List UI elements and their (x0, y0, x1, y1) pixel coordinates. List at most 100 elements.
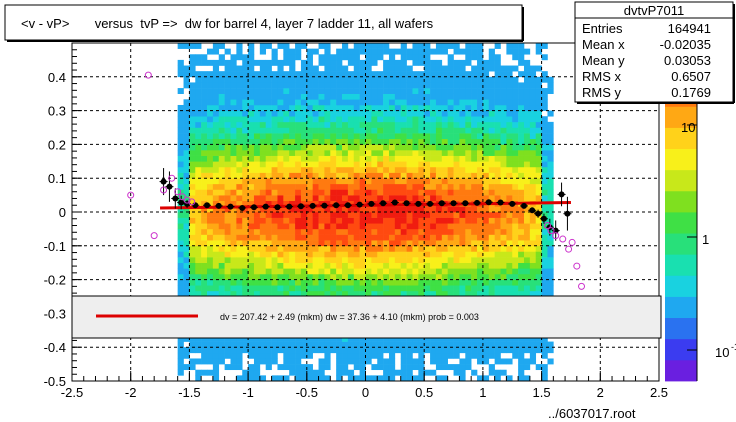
heatmap-cell (383, 268, 390, 275)
heatmap-cell (218, 212, 225, 218)
heatmap-cell (535, 279, 542, 286)
heatmap-cell (306, 48, 313, 55)
heatmap-cell (265, 144, 272, 151)
heatmap-cell (189, 262, 196, 269)
heatmap-cell (359, 110, 366, 117)
heatmap-cell (453, 71, 460, 78)
heatmap-cell (388, 71, 396, 78)
heatmap-cell (465, 138, 472, 145)
heatmap-cell (295, 285, 302, 292)
heatmap-cell (506, 110, 513, 117)
heatmap-cell (277, 285, 284, 292)
heatmap-cell (248, 212, 255, 218)
heatmap-cell (242, 369, 249, 376)
heatmap-cell (236, 48, 243, 55)
heatmap-cell (518, 228, 525, 235)
heatmap-cell (306, 217, 313, 224)
heatmap-cell (453, 166, 460, 173)
heatmap-cell (465, 228, 472, 235)
heatmap-cell (459, 88, 466, 94)
heatmap-cell (371, 59, 378, 66)
heatmap-cell (518, 212, 525, 218)
heatmap-cell (236, 273, 243, 280)
heatmap-cell (400, 54, 407, 61)
heatmap-cell (295, 71, 302, 78)
heatmap-cell (441, 290, 448, 297)
heatmap-cell (518, 335, 525, 342)
heatmap-cell (406, 104, 413, 111)
heatmap-cell (347, 341, 355, 348)
heatmap-cell (377, 268, 384, 275)
heatmap-cell (512, 352, 519, 359)
heatmap-cell (541, 99, 548, 106)
heatmap-cell (494, 268, 501, 275)
heatmap-cell (347, 82, 355, 89)
heatmap-cell (500, 369, 507, 376)
heatmap-cell (459, 138, 466, 145)
heatmap-cell (201, 104, 208, 111)
heatmap-cell (394, 166, 402, 173)
heatmap-cell (482, 178, 490, 185)
heatmap-cell (265, 183, 272, 190)
heatmap-cell (183, 195, 190, 202)
heatmap-cell (371, 166, 378, 173)
heatmap-cell (318, 234, 325, 241)
heatmap-cell (295, 262, 302, 269)
heatmap-cell (330, 166, 337, 173)
heatmap-cell (195, 110, 202, 117)
heatmap-cell (253, 257, 261, 263)
heatmap-cell (271, 251, 278, 258)
heatmap-cell (271, 228, 278, 235)
heatmap-cell (500, 223, 507, 230)
heatmap-cell (394, 212, 402, 218)
heatmap-cell (259, 245, 267, 252)
heatmap-cell (283, 245, 290, 252)
heatmap-cell (541, 234, 548, 241)
heatmap-cell (201, 161, 208, 168)
heatmap-cell (523, 178, 531, 185)
heatmap-cell (277, 71, 284, 78)
heatmap-cell (236, 335, 243, 342)
heatmap-cell (418, 347, 425, 354)
heatmap-cell (500, 133, 507, 140)
heatmap-cell (248, 200, 255, 207)
heatmap-cell (207, 71, 214, 78)
heatmap-cell (353, 375, 360, 381)
heatmap-cell (406, 262, 413, 269)
heatmap-cell (242, 200, 249, 207)
heatmap-cell (371, 155, 378, 162)
heatmap-cell (230, 99, 237, 106)
heatmap-cell (177, 369, 184, 376)
heatmap-cell (377, 223, 384, 230)
heatmap-cell (535, 189, 542, 196)
heatmap-cell (342, 369, 349, 376)
heatmap-cell (336, 189, 343, 196)
heatmap-cell (406, 341, 413, 348)
heatmap-cell (295, 273, 302, 280)
heatmap-cell (248, 240, 255, 247)
heatmap-cell (212, 59, 220, 66)
chart-title: <v - vP> versus tvP => dw for barrel 4, … (21, 16, 434, 31)
heatmap-cell (518, 138, 525, 145)
heatmap-cell (189, 257, 196, 263)
heatmap-cell (412, 273, 419, 280)
heatmap-cell (265, 138, 272, 145)
heatmap-cell (359, 257, 366, 263)
heatmap-cell (336, 228, 343, 235)
heatmap-cell (441, 133, 448, 140)
heatmap-cell (189, 172, 196, 179)
heatmap-cell (547, 76, 554, 83)
open-marker-point (150, 232, 158, 240)
heatmap-cell (353, 133, 360, 140)
heatmap-cell (535, 99, 542, 106)
heatmap-cell (435, 375, 443, 381)
heatmap-cell (324, 65, 331, 72)
heatmap-cell (547, 127, 554, 134)
colorbar-label-10: 10 (681, 120, 695, 135)
heatmap-cell (248, 352, 255, 359)
heatmap-cell (529, 268, 537, 275)
heatmap-cell (271, 144, 278, 151)
heatmap-cell (259, 273, 267, 280)
heatmap-cell (441, 178, 448, 185)
heatmap-cell (277, 110, 284, 117)
